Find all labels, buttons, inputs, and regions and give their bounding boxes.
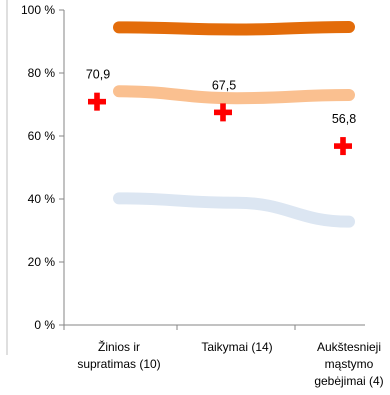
x-tick-label-line: gebėjimai (4): [314, 374, 383, 388]
data-label: 67,5: [212, 78, 236, 92]
y-tick-label: 60 %: [28, 129, 56, 143]
cross-marker: [214, 103, 232, 122]
data-label: 56,8: [332, 112, 356, 126]
axes: 0 % 20 % 40 % 60 % 80 % 100 % Žinios ir suprati…: [21, 3, 384, 388]
cross-marker: [334, 137, 352, 156]
x-tick-label-line: Taikymai (14): [201, 340, 272, 354]
series-line: [113, 21, 355, 36]
y-tick-label: 40 %: [28, 192, 56, 206]
y-tick-label: 0 %: [34, 318, 55, 332]
series-line: [113, 85, 355, 105]
data-label: 70,9: [86, 68, 110, 82]
y-tick-label: 80 %: [28, 66, 56, 80]
series-layer: [88, 21, 355, 228]
series-line: [113, 192, 355, 228]
cross-marker: [88, 92, 106, 111]
x-tick-label-line: Aukštesnieji: [317, 340, 381, 354]
y-tick-label: 100 %: [21, 3, 55, 17]
y-tick-label: 20 %: [28, 255, 56, 269]
cross-marker-v: [94, 92, 100, 111]
cross-marker-v: [220, 103, 226, 122]
x-tick-label-line: supratimas (10): [77, 357, 160, 371]
x-tick-label-line: Žinios ir: [98, 339, 140, 354]
x-tick-label-line: mąstymo: [325, 357, 374, 371]
x-tick-label: Žinios ir supratimas (10): [77, 339, 160, 371]
x-tick-label: Taikymai (14): [201, 340, 272, 354]
labels-layer: 70,9 67,5 56,8: [86, 68, 356, 126]
cross-marker-v: [340, 137, 346, 156]
x-tick-label: Aukštesnieji mąstymo gebėjimai (4): [314, 340, 383, 388]
